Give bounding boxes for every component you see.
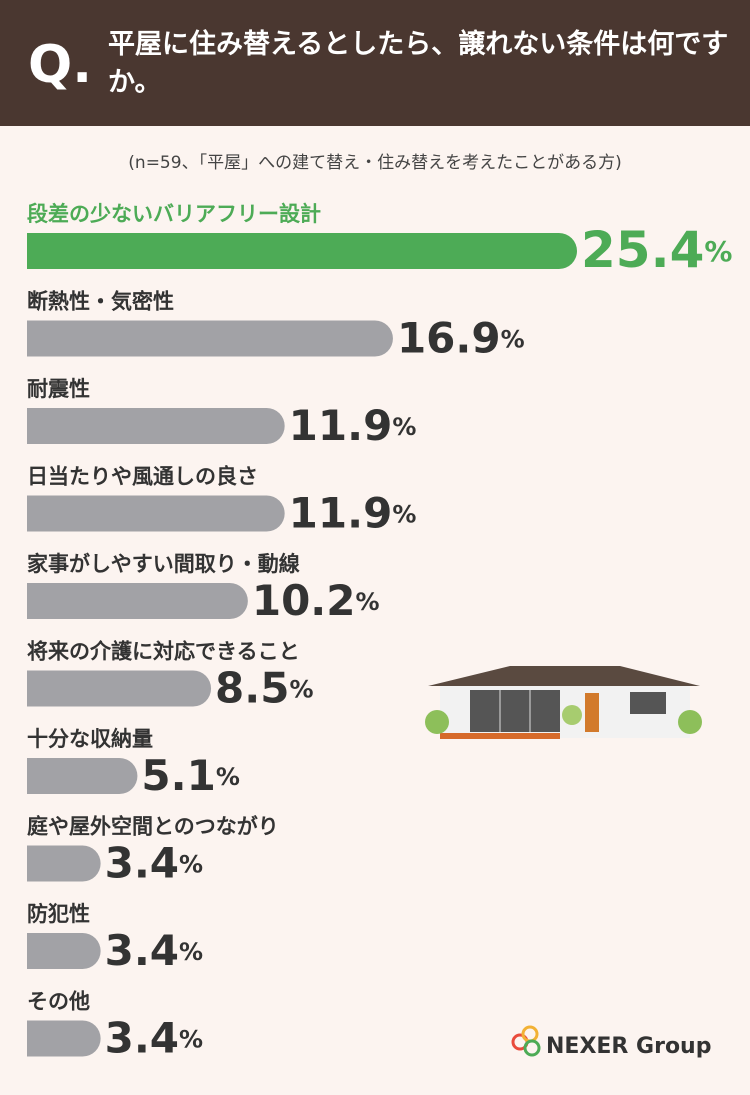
bar <box>27 233 577 269</box>
value-label: 3.4% <box>105 838 203 887</box>
bar <box>27 583 248 619</box>
category-label: その他 <box>27 990 90 1014</box>
bar <box>27 408 285 444</box>
bar <box>27 670 212 707</box>
value-label: 3.4% <box>105 926 203 975</box>
category-label: 将来の介護に対応できること <box>27 640 300 664</box>
logo: NEXER Group <box>511 1025 711 1059</box>
category-label: 耐震性 <box>27 377 90 401</box>
value-label: 10.2% <box>252 576 380 625</box>
category-label: 家事がしやすい間取り・動線 <box>27 552 300 576</box>
bar <box>27 1020 101 1057</box>
bar <box>27 495 285 532</box>
house-illustration <box>425 666 702 739</box>
title-box: 平屋に住み替えるとしたら、譲れない条件は何ですか。 <box>108 29 729 98</box>
value-label: 25.4% <box>581 221 732 279</box>
value-label: 5.1% <box>141 751 239 800</box>
subtitle: (n=59、「平屋」への建て替え・住み替えを考えたことがある方) <box>128 153 621 173</box>
value-label: 16.9% <box>397 313 525 362</box>
bar <box>27 933 101 969</box>
category-label: 日当たりや風通しの良さ <box>27 465 258 489</box>
bar <box>27 845 101 882</box>
value-label: 11.9% <box>289 401 417 450</box>
category-label: 防犯性 <box>27 902 90 926</box>
chart-title: 平屋に住み替えるとしたら、譲れない条件は何ですか。 <box>108 29 729 98</box>
logo-text: NEXER Group <box>546 1034 711 1059</box>
category-label: 十分な収納量 <box>27 727 153 751</box>
category-label: 庭や屋外空間とのつながり <box>27 815 279 839</box>
category-label: 断熱性・気密性 <box>27 290 174 314</box>
bar <box>27 758 138 794</box>
category-label: 段差の少ないバリアフリー設計 <box>27 202 321 226</box>
question-mark: Q. <box>28 35 92 95</box>
value-label: 8.5% <box>215 663 313 712</box>
header <box>0 0 750 126</box>
value-label: 3.4% <box>105 1013 203 1062</box>
bar <box>27 320 393 357</box>
value-label: 11.9% <box>289 488 417 537</box>
